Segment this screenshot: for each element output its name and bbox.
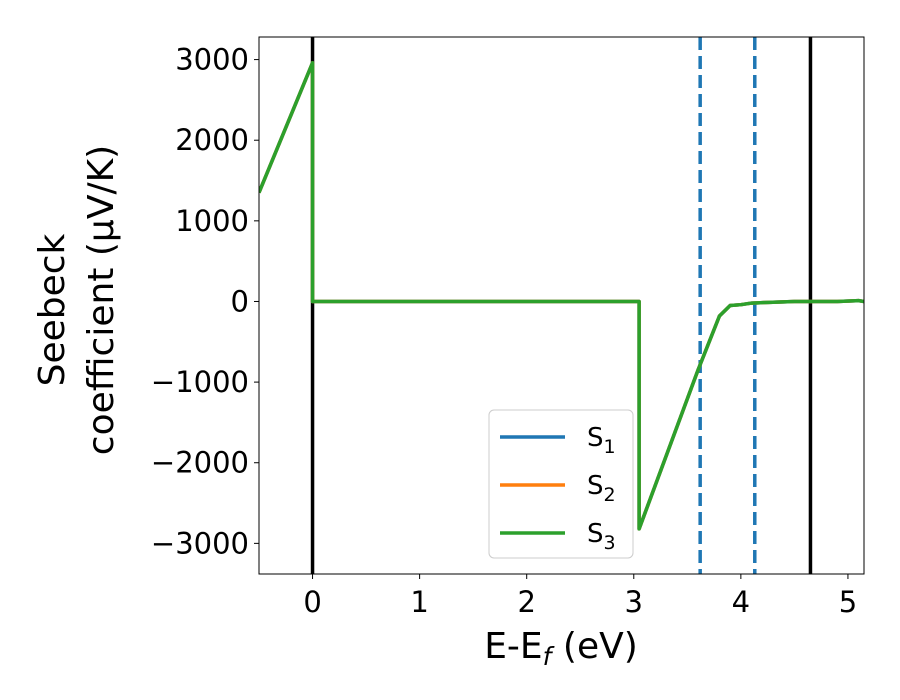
x-tick-label: 4 [732,585,750,619]
y-tick-label: −3000 [151,526,249,560]
x-tick-label: 1 [410,585,428,619]
y-tick-label: 2000 [175,123,249,157]
y-axis-label-line2: coefficient (μV/K) [81,145,122,455]
x-tick-label: 2 [517,585,535,619]
legend-label-3: S3 [587,519,616,554]
y-axis-label: Seebeck coefficient (μV/K) [32,145,122,455]
y-axis-label-line1: Seebeck [32,233,73,386]
x-tick-label: 5 [839,585,857,619]
y-tick-label: 0 [231,284,249,318]
x-tick-label: 3 [625,585,643,619]
x-axis-label-main: E-E [484,626,542,667]
y-tick-label: −2000 [151,446,249,480]
x-axis-ticks: 0 1 2 3 4 5 [303,574,857,619]
legend-label-2: S2 [587,471,616,506]
y-axis-ticks: −3000 −2000 −1000 0 1000 2000 3000 [151,43,259,560]
x-tick-label: 0 [303,585,321,619]
x-axis-label-suffix: (eV) [551,626,637,667]
series-layer [259,61,864,531]
y-tick-label: 1000 [175,204,249,238]
legend: S1 S2 S3 [488,409,634,559]
x-axis-label: E-Ef (eV) [484,626,638,671]
y-tick-label: 3000 [175,43,249,77]
plot-frame [258,36,865,575]
y-tick-label: −1000 [151,365,249,399]
series-line-3 [259,61,864,531]
legend-label-1: S1 [587,423,616,458]
